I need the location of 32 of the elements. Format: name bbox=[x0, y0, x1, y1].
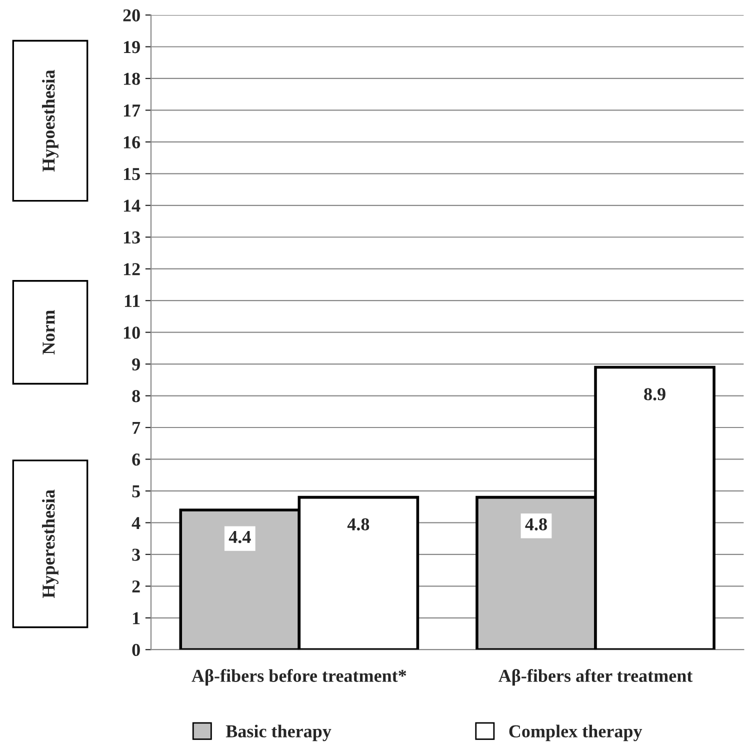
x-tick-label: Aβ-fibers before treatment* bbox=[192, 669, 406, 686]
y-tick-label: 17 bbox=[124, 104, 140, 116]
y-tick-label: 11 bbox=[124, 294, 140, 307]
y-tick-label: 14 bbox=[124, 200, 140, 212]
y-tick-label: 16 bbox=[124, 136, 140, 148]
y-tick-label: 19 bbox=[124, 41, 140, 54]
data-label: 8.9 bbox=[644, 388, 666, 400]
y-tick-label: 2 bbox=[132, 580, 140, 592]
y-tick-label: 7 bbox=[132, 422, 140, 434]
data-label: 4.4 bbox=[228, 531, 251, 544]
legend-label: Complex therapy bbox=[509, 724, 642, 742]
y-tick-label: 1 bbox=[133, 612, 140, 624]
y-tick-label: 4 bbox=[132, 517, 140, 529]
text: Hyperesthesia bbox=[42, 490, 58, 598]
text: Norm bbox=[42, 310, 55, 355]
x-tick-label: Aβ-fibers after treatment bbox=[498, 669, 693, 686]
y-tick-label: 9 bbox=[132, 358, 140, 370]
y-tick-label: 3 bbox=[132, 548, 140, 561]
y-tick-label: 18 bbox=[124, 72, 140, 85]
data-label: 4.8 bbox=[525, 518, 547, 530]
y-tick-label: 13 bbox=[124, 231, 140, 244]
text: Hypoesthesia bbox=[42, 70, 58, 172]
y-tick-label: 15 bbox=[124, 168, 140, 180]
legend-label: Basic therapy bbox=[226, 724, 332, 742]
y-tick-label: 10 bbox=[124, 326, 140, 339]
y-tick-label: 12 bbox=[124, 263, 140, 276]
y-tick-label: 0 bbox=[132, 644, 140, 656]
y-tick-label: 5 bbox=[132, 485, 140, 498]
data-label: 4.8 bbox=[347, 518, 370, 530]
y-tick-label: 6 bbox=[132, 454, 140, 466]
y-tick-label: 8 bbox=[132, 390, 140, 402]
y-tick-label: 20 bbox=[123, 9, 140, 22]
